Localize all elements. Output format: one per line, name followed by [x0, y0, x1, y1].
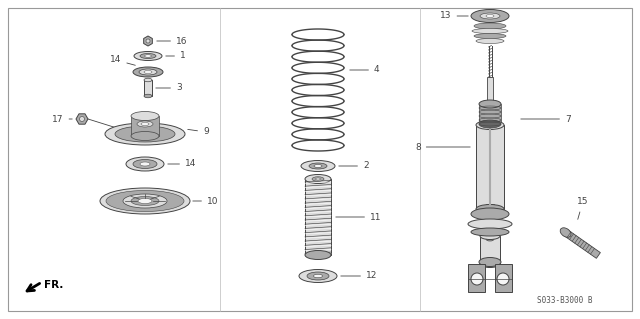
Ellipse shape — [471, 208, 509, 220]
Text: 15: 15 — [577, 197, 589, 219]
Ellipse shape — [560, 228, 571, 237]
Ellipse shape — [133, 160, 157, 168]
Ellipse shape — [126, 157, 164, 171]
Bar — [479, 104, 501, 124]
Bar — [305, 179, 331, 255]
Ellipse shape — [480, 13, 500, 19]
Text: 1: 1 — [166, 51, 186, 61]
Ellipse shape — [301, 160, 335, 172]
Ellipse shape — [100, 188, 190, 214]
Bar — [144, 80, 152, 96]
Bar — [476, 125, 504, 209]
Ellipse shape — [133, 67, 163, 77]
Ellipse shape — [474, 33, 506, 39]
Ellipse shape — [471, 228, 509, 236]
Circle shape — [79, 116, 84, 122]
Ellipse shape — [106, 190, 184, 211]
Ellipse shape — [139, 69, 157, 75]
Ellipse shape — [476, 204, 504, 213]
Ellipse shape — [144, 94, 152, 98]
Ellipse shape — [123, 194, 167, 208]
Text: 9: 9 — [188, 128, 209, 137]
Circle shape — [471, 273, 483, 285]
Text: 16: 16 — [157, 36, 188, 46]
Text: 3: 3 — [156, 84, 182, 93]
Text: S033-B3000 B: S033-B3000 B — [537, 296, 593, 305]
Ellipse shape — [480, 233, 500, 240]
Bar — [480, 236, 500, 264]
Ellipse shape — [105, 123, 185, 145]
Ellipse shape — [476, 121, 504, 130]
Ellipse shape — [141, 122, 149, 125]
Text: 14: 14 — [168, 160, 196, 168]
Ellipse shape — [468, 219, 512, 229]
Ellipse shape — [138, 198, 152, 204]
Ellipse shape — [299, 270, 337, 283]
Text: 11: 11 — [336, 212, 381, 221]
Text: 4: 4 — [350, 65, 380, 75]
Text: 8: 8 — [415, 143, 470, 152]
Circle shape — [497, 273, 509, 285]
Polygon shape — [564, 230, 600, 258]
Ellipse shape — [486, 237, 494, 241]
Ellipse shape — [145, 55, 152, 57]
Circle shape — [146, 39, 150, 43]
Ellipse shape — [309, 163, 327, 169]
Ellipse shape — [305, 250, 331, 259]
Ellipse shape — [140, 162, 150, 166]
Ellipse shape — [131, 197, 159, 205]
Ellipse shape — [307, 272, 329, 280]
Ellipse shape — [144, 70, 152, 73]
Bar — [486, 204, 494, 239]
Ellipse shape — [314, 274, 323, 278]
Ellipse shape — [140, 54, 156, 58]
Ellipse shape — [131, 131, 159, 140]
Ellipse shape — [305, 174, 331, 183]
Ellipse shape — [137, 121, 153, 127]
Text: 17: 17 — [52, 115, 72, 123]
Ellipse shape — [479, 120, 501, 128]
Bar — [487, 77, 493, 114]
Text: FR.: FR. — [44, 280, 63, 290]
Text: 7: 7 — [521, 115, 571, 123]
Ellipse shape — [479, 257, 501, 266]
Text: 14: 14 — [110, 56, 135, 65]
Ellipse shape — [471, 10, 509, 23]
Polygon shape — [468, 264, 485, 292]
Ellipse shape — [131, 112, 159, 121]
Ellipse shape — [480, 261, 500, 268]
Text: 12: 12 — [340, 271, 378, 280]
Ellipse shape — [479, 100, 501, 108]
Text: 13: 13 — [440, 11, 468, 20]
Ellipse shape — [474, 23, 506, 29]
Ellipse shape — [476, 39, 504, 43]
Polygon shape — [495, 264, 512, 292]
Ellipse shape — [115, 126, 175, 142]
Ellipse shape — [314, 165, 322, 167]
Ellipse shape — [316, 178, 321, 180]
Ellipse shape — [486, 14, 494, 18]
Text: 10: 10 — [193, 197, 218, 205]
Ellipse shape — [472, 28, 508, 33]
Text: 2: 2 — [339, 161, 369, 170]
Bar — [131, 116, 159, 136]
Ellipse shape — [312, 177, 324, 181]
Ellipse shape — [144, 78, 152, 82]
Ellipse shape — [134, 51, 162, 61]
